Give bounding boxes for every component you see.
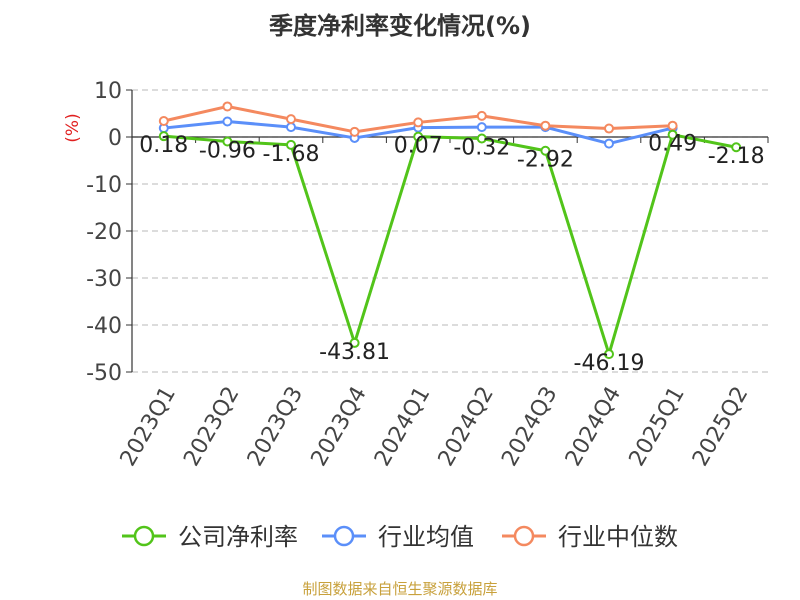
series-point: [413, 117, 424, 128]
data-labels: 0.18 -0.96 -1.68 -43.81 0.07 -0.32 -2.92 -46.19…: [139, 132, 764, 376]
x-tick-label: 2024Q1: [370, 383, 435, 471]
y-tick-label: 10: [94, 79, 122, 104]
series-group: [158, 101, 742, 360]
series-point: [604, 349, 614, 360]
legend-marker: [513, 525, 535, 547]
legend-item[interactable]: 行业均值: [322, 523, 474, 551]
series-point: [667, 120, 678, 131]
data-label: 0.49: [648, 132, 697, 157]
source-note: 制图数据来自恒生聚源数据库: [302, 580, 498, 598]
series-point: [540, 145, 551, 156]
legend-item[interactable]: 行业中位数: [502, 523, 678, 551]
series-point: [349, 337, 360, 348]
series-point: [222, 116, 233, 127]
data-label: -0.32: [453, 136, 510, 161]
series-point: [222, 136, 233, 147]
legend-marker: [333, 525, 355, 547]
x-tick-label: 2025Q2: [688, 383, 753, 471]
series-point: [476, 122, 487, 133]
series-point: [286, 114, 296, 125]
series-point: [540, 120, 551, 131]
series-point: [222, 101, 233, 112]
legend-label: 行业中位数: [558, 523, 678, 551]
x-tick-label: 2024Q2: [434, 383, 499, 471]
data-label: 0.18: [139, 133, 188, 158]
series-point: [667, 129, 678, 140]
legend-label: 公司净利率: [178, 523, 298, 551]
y-axis-label: (%): [63, 113, 83, 142]
y-tick-label: -10: [86, 173, 122, 198]
data-label: 0.07: [394, 134, 443, 159]
x-tick-label: 2024Q3: [497, 383, 562, 471]
series-point: [158, 116, 169, 127]
x-tick-label: 2025Q1: [624, 383, 689, 471]
legend-item[interactable]: 公司净利率: [122, 523, 298, 551]
series-point: [476, 110, 487, 121]
series-point: [476, 133, 487, 144]
series-point: [731, 142, 742, 153]
data-label: -46.19: [574, 351, 645, 376]
legend-label: 行业均值: [378, 523, 474, 551]
y-tick-label: -30: [86, 267, 122, 292]
x-tick-label: 2023Q3: [243, 383, 308, 471]
data-label: -1.68: [263, 142, 320, 167]
series-point: [349, 126, 360, 137]
series-point: [413, 131, 424, 142]
data-label: -2.18: [708, 144, 765, 169]
data-label: -0.96: [199, 139, 256, 164]
x-tick-label: 2024Q4: [561, 383, 626, 471]
x-tick-label: 2023Q2: [179, 383, 244, 471]
series-point: [604, 123, 614, 134]
legend[interactable]: 公司净利率 行业均值 行业中位数: [122, 523, 678, 551]
legend-marker: [133, 525, 155, 547]
series-point: [604, 138, 614, 149]
y-tick-label: -40: [86, 314, 122, 339]
series-point: [158, 131, 169, 142]
data-label: -2.92: [517, 148, 574, 173]
series-point: [286, 122, 296, 133]
y-tick-label: 0: [108, 126, 122, 151]
series-line: [163, 133, 737, 356]
series-point: [286, 139, 296, 150]
x-tick-label: 2023Q1: [116, 383, 181, 471]
y-tick-label: -50: [86, 361, 122, 386]
x-tick-label: 2023Q4: [306, 383, 371, 471]
data-label: -43.81: [319, 340, 390, 365]
chart-title: 季度净利率变化情况(%): [269, 12, 531, 40]
y-tick-label: -20: [86, 220, 122, 245]
